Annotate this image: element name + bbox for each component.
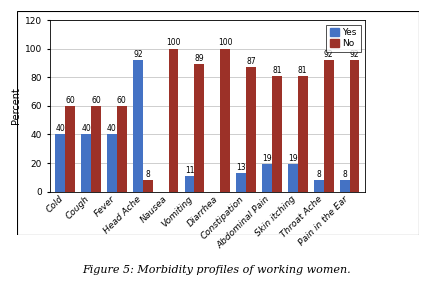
Bar (184, 176, 194, 192)
Text: 92: 92 (133, 50, 143, 59)
Text: 8: 8 (316, 170, 321, 179)
Bar (55, 134, 65, 192)
Bar (298, 76, 308, 192)
Legend: Yes, No: Yes, No (326, 25, 361, 51)
Y-axis label: Percent: Percent (11, 88, 21, 124)
Bar (262, 164, 272, 192)
Text: 92: 92 (349, 50, 359, 59)
Text: Figure 5: Morbidity profiles of working women.: Figure 5: Morbidity profiles of working … (82, 265, 350, 275)
Text: 19: 19 (262, 154, 272, 163)
Text: 92: 92 (324, 50, 334, 59)
Bar (288, 164, 298, 192)
Text: 8: 8 (145, 170, 150, 179)
Bar (246, 67, 256, 192)
Text: 100: 100 (166, 39, 181, 47)
Text: 40: 40 (55, 124, 65, 133)
Text: 11: 11 (185, 166, 194, 175)
Bar (314, 180, 324, 192)
Bar (220, 49, 230, 192)
Text: 81: 81 (298, 66, 308, 75)
Text: 19: 19 (288, 154, 298, 163)
Bar (81, 134, 91, 192)
Bar (91, 106, 101, 192)
Bar (133, 60, 143, 192)
Text: 8: 8 (342, 170, 347, 179)
Text: 89: 89 (194, 54, 204, 63)
Bar (107, 134, 117, 192)
Text: 60: 60 (65, 96, 75, 105)
Text: 81: 81 (272, 66, 282, 75)
Bar (194, 64, 204, 192)
Text: 87: 87 (246, 57, 256, 66)
Bar (168, 49, 178, 192)
Bar (143, 180, 152, 192)
Bar (117, 106, 127, 192)
Bar (272, 76, 282, 192)
Bar (65, 106, 75, 192)
Text: 40: 40 (107, 124, 117, 133)
Text: 60: 60 (91, 96, 101, 105)
Bar (340, 180, 349, 192)
Text: 13: 13 (236, 163, 246, 172)
Bar (349, 60, 359, 192)
Text: 40: 40 (81, 124, 91, 133)
Bar (236, 173, 246, 192)
Text: 60: 60 (117, 96, 127, 105)
Bar (324, 60, 334, 192)
Text: 100: 100 (218, 39, 232, 47)
